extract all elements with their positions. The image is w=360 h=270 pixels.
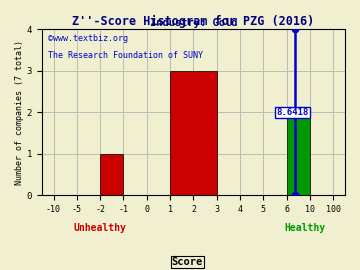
Bar <box>170 71 217 195</box>
Text: ©www.textbiz.org: ©www.textbiz.org <box>48 34 128 43</box>
Text: 8.6418: 8.6418 <box>276 108 309 117</box>
Bar <box>100 154 123 195</box>
Text: The Research Foundation of SUNY: The Research Foundation of SUNY <box>48 51 203 60</box>
Text: Healthy: Healthy <box>285 222 326 233</box>
Text: Unhealthy: Unhealthy <box>74 222 127 233</box>
Title: Z''-Score Histogram for PZG (2016): Z''-Score Histogram for PZG (2016) <box>72 15 315 28</box>
Text: Score: Score <box>172 257 203 267</box>
Y-axis label: Number of companies (7 total): Number of companies (7 total) <box>15 40 24 185</box>
Text: Industry: Gold: Industry: Gold <box>150 18 237 28</box>
Bar <box>287 112 310 195</box>
